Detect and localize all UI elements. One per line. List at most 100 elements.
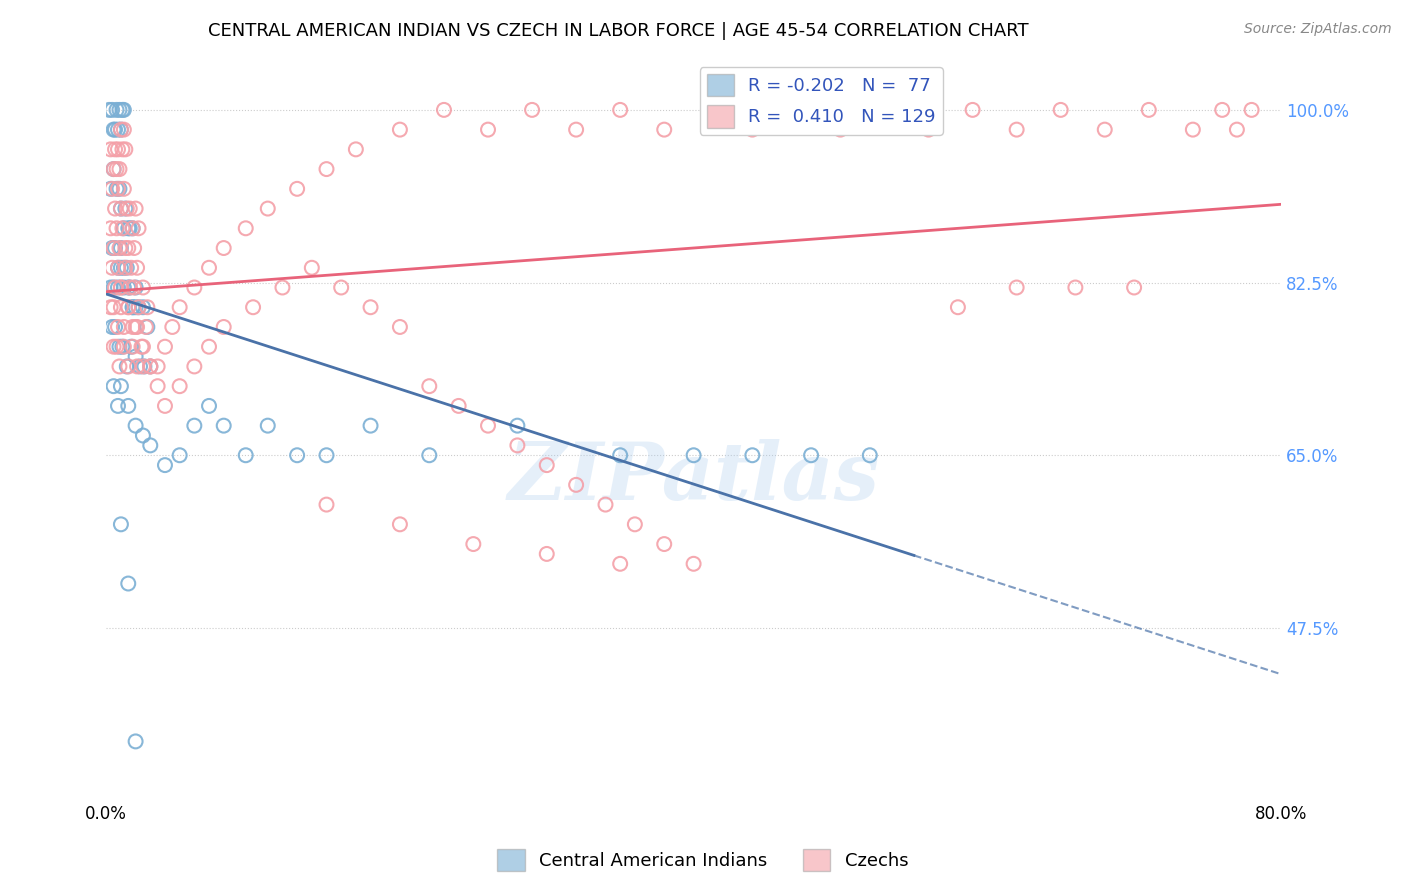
Point [132, 340, 155, 354]
Point [135, 320, 157, 334]
Point [477, 418, 499, 433]
Point [103, 280, 125, 294]
Point [212, 418, 235, 433]
Point [520, 103, 543, 117]
Point [112, 260, 135, 275]
Point [122, 241, 145, 255]
Legend: R = -0.202   N =  77, R =  0.410   N = 129: R = -0.202 N = 77, R = 0.410 N = 129 [700, 67, 943, 135]
Point [112, 103, 135, 117]
Point [112, 182, 135, 196]
Point [198, 260, 221, 275]
Point [117, 399, 139, 413]
Point [153, 458, 176, 472]
Point [652, 122, 675, 136]
Point [101, 182, 124, 196]
Point [741, 122, 763, 136]
Point [110, 260, 132, 275]
Point [110, 202, 132, 216]
Point [110, 517, 132, 532]
Point [103, 379, 125, 393]
Point [112, 221, 135, 235]
Point [103, 162, 125, 177]
Point [117, 300, 139, 314]
Point [285, 448, 308, 462]
Point [108, 182, 131, 196]
Point [100, 142, 122, 156]
Point [114, 202, 136, 216]
Point [536, 547, 558, 561]
Point [315, 162, 337, 177]
Point [101, 260, 124, 275]
Point [101, 241, 124, 255]
Point [271, 280, 294, 294]
Point [1049, 103, 1071, 117]
Point [112, 340, 135, 354]
Point [125, 260, 148, 275]
Point [108, 103, 131, 117]
Point [315, 448, 337, 462]
Point [741, 448, 763, 462]
Point [117, 221, 139, 235]
Point [463, 537, 485, 551]
Point [107, 260, 129, 275]
Point [128, 300, 150, 314]
Point [98, 103, 121, 117]
Point [117, 359, 139, 374]
Point [447, 399, 470, 413]
Point [506, 438, 529, 452]
Point [117, 576, 139, 591]
Point [107, 280, 129, 294]
Point [124, 202, 146, 216]
Point [110, 241, 132, 255]
Point [117, 300, 139, 314]
Point [477, 122, 499, 136]
Point [139, 359, 162, 374]
Point [506, 418, 529, 433]
Point [101, 103, 124, 117]
Legend: Central American Indians, Czechs: Central American Indians, Czechs [491, 842, 915, 879]
Point [107, 320, 129, 334]
Point [107, 142, 129, 156]
Point [110, 300, 132, 314]
Point [139, 438, 162, 452]
Point [609, 448, 631, 462]
Point [565, 122, 588, 136]
Point [785, 103, 807, 117]
Text: ZIPatlas: ZIPatlas [508, 440, 880, 516]
Point [1137, 103, 1160, 117]
Point [609, 103, 631, 117]
Point [111, 103, 134, 117]
Point [111, 142, 134, 156]
Point [146, 359, 169, 374]
Point [132, 359, 155, 374]
Point [830, 122, 852, 136]
Point [112, 122, 135, 136]
Point [388, 517, 411, 532]
Point [104, 280, 127, 294]
Point [859, 448, 882, 462]
Point [682, 448, 704, 462]
Point [107, 122, 129, 136]
Point [212, 241, 235, 255]
Point [129, 359, 152, 374]
Point [105, 340, 128, 354]
Point [256, 202, 278, 216]
Point [388, 320, 411, 334]
Point [108, 340, 131, 354]
Point [104, 122, 127, 136]
Point [132, 300, 155, 314]
Point [235, 448, 257, 462]
Point [110, 122, 132, 136]
Point [105, 182, 128, 196]
Point [114, 260, 136, 275]
Point [103, 340, 125, 354]
Point [242, 300, 264, 314]
Point [1064, 280, 1087, 294]
Point [183, 280, 205, 294]
Point [121, 300, 143, 314]
Point [104, 320, 127, 334]
Point [105, 103, 128, 117]
Text: Source: ZipAtlas.com: Source: ZipAtlas.com [1244, 22, 1392, 37]
Point [104, 142, 127, 156]
Point [433, 103, 456, 117]
